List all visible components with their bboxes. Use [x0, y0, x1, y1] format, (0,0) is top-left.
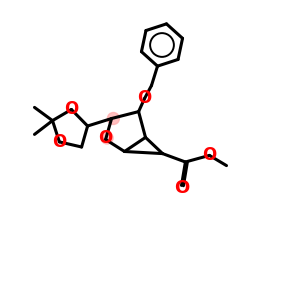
Circle shape	[107, 112, 119, 124]
Text: O: O	[98, 129, 113, 147]
Circle shape	[101, 132, 113, 144]
Text: O: O	[202, 146, 217, 164]
Text: O: O	[174, 179, 189, 197]
Text: O: O	[52, 133, 67, 151]
Text: O: O	[137, 89, 152, 107]
Text: O: O	[64, 100, 79, 118]
